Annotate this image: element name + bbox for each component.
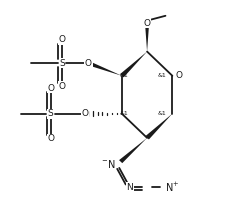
Text: N: N (126, 183, 133, 192)
Text: $^{-}$N: $^{-}$N (101, 158, 115, 170)
Text: S: S (48, 109, 54, 118)
Text: &1: &1 (158, 111, 166, 116)
Text: O: O (144, 19, 151, 28)
Text: &1: &1 (158, 73, 166, 78)
Text: S: S (59, 59, 65, 68)
Polygon shape (145, 23, 149, 51)
Text: O: O (59, 36, 65, 44)
Text: &1: &1 (120, 111, 129, 116)
Text: N$^{+}$: N$^{+}$ (165, 181, 180, 194)
Polygon shape (145, 114, 172, 139)
Polygon shape (88, 61, 122, 76)
Text: &1: &1 (120, 73, 129, 78)
Polygon shape (120, 51, 147, 77)
Text: O: O (81, 109, 88, 118)
Polygon shape (119, 138, 147, 163)
Text: O: O (47, 84, 54, 93)
Text: O: O (59, 82, 65, 91)
Text: O: O (176, 71, 183, 80)
Text: O: O (85, 59, 92, 68)
Text: O: O (47, 134, 54, 143)
